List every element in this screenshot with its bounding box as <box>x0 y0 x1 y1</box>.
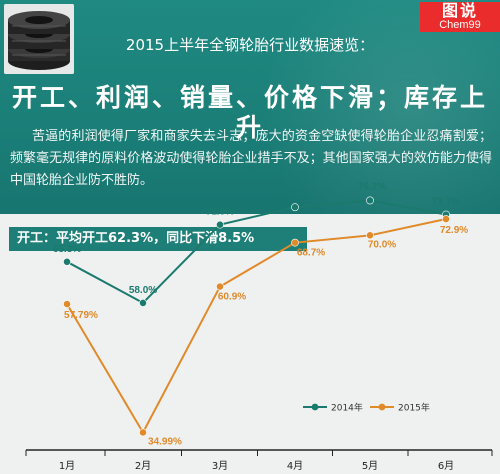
data-label: 58.0% <box>129 285 157 296</box>
data-point <box>291 203 299 212</box>
data-label: 71.9% <box>206 207 234 218</box>
data-points <box>63 196 450 437</box>
headline: 2015上半年全钢轮胎行业数据速览： <box>125 36 375 54</box>
badge: 图说 Chem99 <box>420 2 500 32</box>
series-line-2015 <box>66 218 447 435</box>
data-point <box>216 220 224 229</box>
legend: 2014年 2015年 <box>303 402 430 414</box>
legend-label: 2015年 <box>398 402 430 414</box>
x-tick-label: 2月 <box>135 460 151 472</box>
axis: 1月 2月 3月 4月 5月 6月 <box>25 449 493 472</box>
chart-panel <box>0 214 500 474</box>
section-title: 开工：平均开工62.3%，同比下滑8.5% <box>9 227 307 251</box>
data-point <box>216 282 224 291</box>
legend-swatch-marker <box>311 403 319 411</box>
data-label: 73.7% <box>432 197 460 208</box>
data-point <box>139 299 147 307</box>
header-banner: 图说 Chem99 2015上半年全钢轮胎行业数据速览： 开工、利润、销量、价格… <box>0 0 500 214</box>
data-label: 75.0% <box>283 188 311 199</box>
data-point <box>63 257 71 266</box>
series-lines <box>66 199 447 435</box>
data-label: 76.2% <box>358 181 386 192</box>
data-point <box>366 196 374 205</box>
x-tick-label: 1月 <box>59 460 75 472</box>
page-title: 开工、利润、销量、价格下滑；库存上升 <box>11 83 488 142</box>
data-label: 72.9% <box>440 225 468 236</box>
data-label: 70.0% <box>368 239 396 250</box>
data-label: 34.99% <box>148 436 182 447</box>
data-labels: 65.3% 58.0% 71.9% 75.0% 76.2% 73.7% 57.79% 34.9… <box>53 181 468 447</box>
data-label: 65.3% <box>53 244 81 255</box>
legend-label: 2014年 <box>331 402 363 414</box>
data-label: 68.7% <box>297 248 325 259</box>
tire-stack-image <box>4 4 74 74</box>
x-tick-label: 4月 <box>287 460 303 472</box>
badge-subtitle: Chem99 <box>439 19 481 31</box>
intro-paragraph: 苦逼的利润使得厂家和商家失去斗志；庞大的资金空缺使得轮胎企业忍痛割爱；频繁毫无规… <box>10 129 492 188</box>
data-label: 57.79% <box>64 310 98 321</box>
data-label: 60.9% <box>218 292 246 303</box>
badge-title: 图说 <box>441 1 478 20</box>
data-point <box>139 428 147 437</box>
data-point <box>442 215 450 223</box>
x-tick-label: 3月 <box>212 460 228 472</box>
legend-swatch-marker <box>378 403 386 411</box>
data-point <box>291 238 299 247</box>
series-line-2014 <box>66 199 447 305</box>
x-tick-label: 6月 <box>438 460 454 472</box>
x-tick-label: 5月 <box>362 460 378 472</box>
data-point <box>63 300 71 308</box>
data-point <box>366 231 374 240</box>
